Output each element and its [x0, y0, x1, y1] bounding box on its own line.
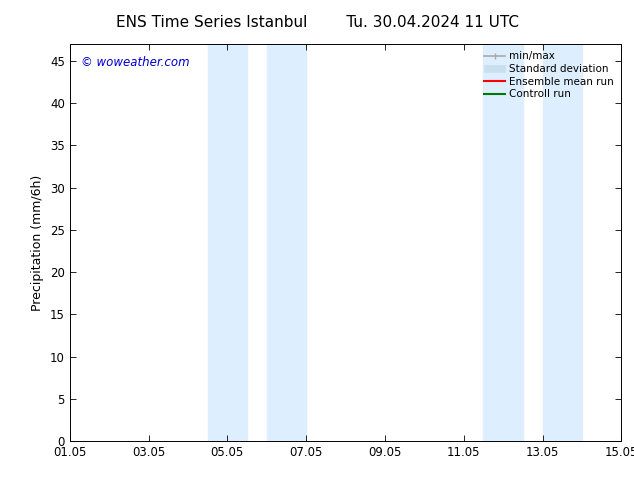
Bar [543, 44, 582, 441]
Text: ENS Time Series Istanbul        Tu. 30.04.2024 11 UTC: ENS Time Series Istanbul Tu. 30.04.2024 … [115, 15, 519, 30]
Text: © woweather.com: © woweather.com [81, 56, 190, 69]
Legend: min/max, Standard deviation, Ensemble mean run, Controll run: min/max, Standard deviation, Ensemble me… [482, 49, 616, 101]
Bar [267, 44, 306, 441]
Y-axis label: Precipitation (mm/6h): Precipitation (mm/6h) [32, 174, 44, 311]
Bar [483, 44, 523, 441]
Bar [207, 44, 247, 441]
